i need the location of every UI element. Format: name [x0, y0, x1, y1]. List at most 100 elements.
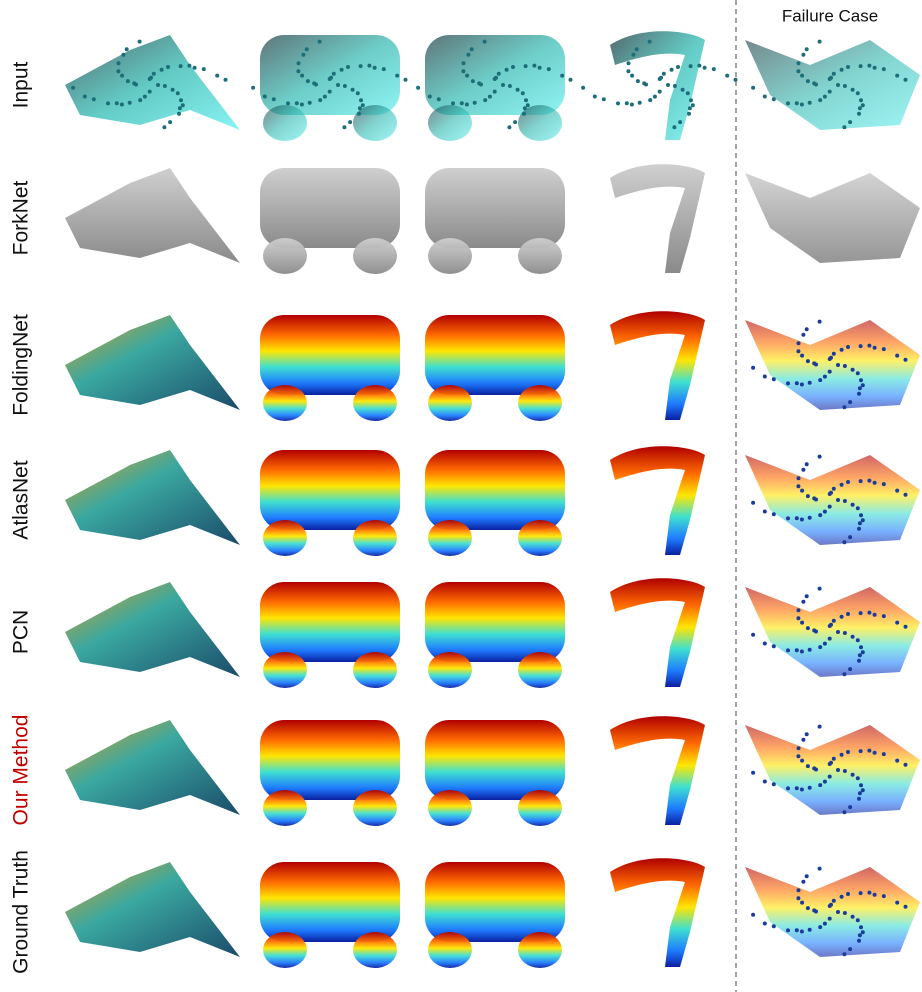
point [801, 880, 805, 884]
point [734, 78, 738, 82]
point [465, 103, 469, 107]
point [763, 642, 767, 646]
point [143, 95, 147, 99]
point [832, 757, 836, 761]
wheel [263, 238, 307, 274]
point [120, 103, 124, 107]
point [658, 90, 662, 94]
point [882, 347, 886, 351]
point [818, 40, 822, 44]
point [343, 84, 347, 88]
point [797, 61, 801, 65]
point [306, 79, 310, 83]
point [670, 68, 674, 72]
shape-preview [581, 31, 737, 140]
point [848, 805, 852, 809]
point [176, 91, 180, 95]
point [224, 78, 228, 82]
point [801, 468, 805, 472]
point [800, 354, 804, 358]
shape [65, 582, 240, 677]
shape [425, 582, 565, 662]
point [653, 95, 657, 99]
figure: Failure Case InputForkNetFoldingNetAtlas… [0, 0, 922, 992]
point [163, 84, 167, 88]
point [843, 769, 847, 773]
point [861, 650, 865, 654]
point [462, 61, 466, 65]
wheel [353, 790, 397, 826]
result-grid [65, 31, 920, 968]
point [526, 103, 530, 107]
point [505, 68, 509, 72]
point [751, 913, 755, 917]
point [842, 540, 846, 544]
point [148, 77, 152, 81]
point [848, 667, 852, 671]
point [359, 64, 363, 68]
point [523, 106, 527, 110]
point [346, 65, 350, 69]
point [904, 625, 908, 629]
point [328, 77, 332, 81]
point [873, 346, 877, 350]
point [823, 780, 827, 784]
shape [610, 311, 705, 420]
point [867, 749, 871, 753]
point [751, 501, 755, 505]
point [697, 64, 701, 68]
shape-preview [416, 35, 572, 141]
point [465, 74, 469, 78]
point [795, 928, 799, 932]
point [800, 788, 804, 792]
point [428, 95, 432, 99]
point [861, 930, 865, 934]
shape [610, 716, 705, 825]
point [508, 84, 512, 88]
point [635, 47, 639, 51]
shape [610, 446, 705, 555]
point [193, 66, 197, 70]
point [806, 764, 810, 768]
point [800, 759, 804, 763]
point [416, 86, 420, 90]
point [295, 101, 299, 105]
wheel [263, 790, 307, 826]
point [168, 120, 172, 124]
point [840, 68, 844, 72]
point [616, 101, 620, 105]
wheel [428, 652, 472, 688]
point [800, 383, 804, 387]
point [814, 83, 818, 87]
point [818, 725, 822, 729]
point [851, 635, 855, 639]
point [488, 95, 492, 99]
point [801, 333, 805, 337]
shape-preview [425, 450, 565, 556]
shape-preview [425, 582, 565, 688]
point [437, 97, 441, 101]
point [751, 771, 755, 775]
point [581, 86, 585, 90]
point [121, 53, 125, 57]
shape [425, 35, 565, 115]
shape [745, 455, 920, 545]
point [71, 86, 75, 90]
shape-preview [260, 582, 400, 688]
point [848, 947, 852, 951]
point [83, 95, 87, 99]
point [593, 95, 597, 99]
point [797, 746, 801, 750]
point [772, 97, 776, 101]
point [626, 69, 630, 73]
wheel [263, 932, 307, 968]
shape-preview [610, 311, 705, 420]
point [859, 925, 863, 929]
row-label: AtlasNet [10, 460, 33, 540]
point [630, 74, 634, 78]
point [882, 482, 886, 486]
point [501, 83, 505, 87]
point [800, 621, 804, 625]
point [156, 83, 160, 87]
wheel [353, 652, 397, 688]
